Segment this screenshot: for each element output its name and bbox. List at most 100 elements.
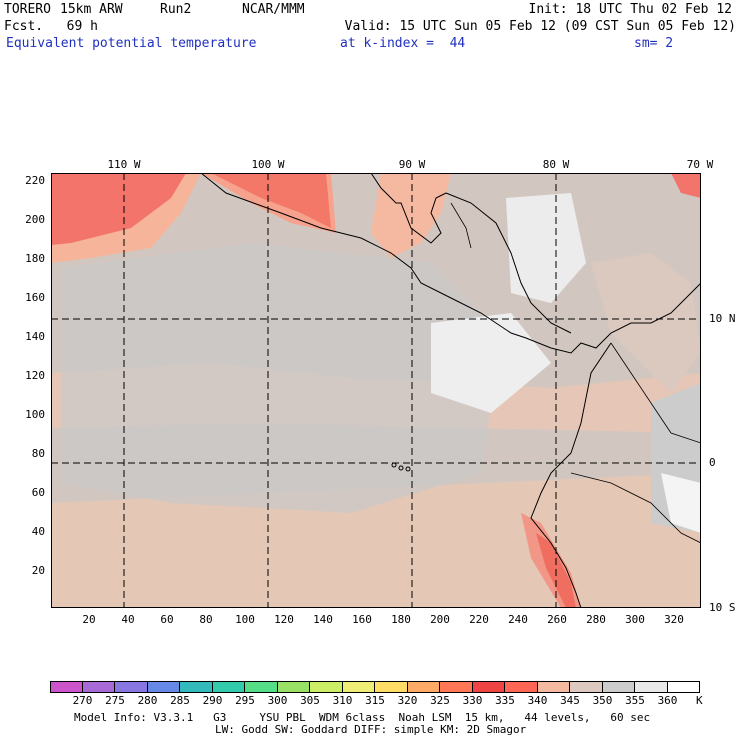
x-tick: 40 (121, 613, 135, 626)
smoothing-label: sm= 2 (634, 36, 674, 51)
coastline-yucatan (370, 173, 447, 244)
organization: NCAR/MMM (242, 2, 305, 17)
colorbar-swatch (50, 681, 83, 693)
colorbar-label: 345 (560, 694, 580, 707)
colorbar-label: 340 (527, 694, 548, 707)
colorbar-label: 285 (170, 694, 190, 707)
colorbar-unit: K (696, 694, 703, 707)
light-region-amazon (661, 473, 701, 533)
x-tick: 160 (352, 613, 372, 626)
run-label: Run2 (160, 2, 192, 17)
colorbar-label: 290 (202, 694, 223, 707)
colorbar-label: 325 (430, 694, 450, 707)
light-region-caribbean (506, 193, 586, 303)
colorbar-swatch (570, 681, 603, 693)
y-tick: 100 (25, 408, 45, 421)
x-tick: 260 (547, 613, 567, 626)
x-tick: 120 (274, 613, 294, 626)
y-tick: 160 (25, 291, 45, 304)
y-tick: 40 (31, 525, 45, 538)
theta-e-map (51, 173, 701, 608)
model-info-line2: LW: Godd SW: Goddard DIFF: simple KM: 2D… (215, 723, 527, 736)
model-resolution: 15km ARW (60, 2, 123, 17)
y-tick: 140 (25, 330, 45, 343)
coastline-south-america (530, 342, 612, 608)
colorbar-label: 330 (462, 694, 483, 707)
colorbar-label: 280 (137, 694, 158, 707)
galapagos-island (405, 466, 411, 472)
colorbar-swatch (505, 681, 538, 693)
y-tick: 120 (25, 369, 45, 382)
y-tick: 80 (31, 447, 45, 460)
lon-label-100w: 100 W (251, 158, 285, 171)
colorbar-label: 350 (592, 694, 613, 707)
colorbar-swatch (115, 681, 148, 693)
x-tick: 180 (391, 613, 411, 626)
colorbar-label: 305 (300, 694, 320, 707)
model-name: TORERO (4, 2, 51, 17)
colorbar-swatch (375, 681, 408, 693)
colorbar-label: 360 (657, 694, 678, 707)
colorbar-label: 355 (625, 694, 645, 707)
colorbar-swatch (635, 681, 668, 693)
y-tick: 200 (25, 213, 45, 226)
warm-band-south (51, 473, 701, 608)
colorbar-swatch (537, 681, 570, 693)
colorbar-label: 275 (105, 694, 125, 707)
border-peru-brazil (570, 472, 701, 544)
field-title: Equivalent potential temperature (6, 36, 257, 51)
colorbar-swatch (212, 681, 245, 693)
warm-guatemala (371, 173, 451, 258)
colorbar-label: 335 (495, 694, 515, 707)
model-info-line1: Model Info: V3.3.1 G3 YSU PBL WDM 6class… (74, 711, 651, 724)
lat-label-0: 0 (709, 456, 716, 469)
light-region-center (431, 313, 551, 413)
colorbar-label: 300 (267, 694, 288, 707)
x-tick: 80 (199, 613, 213, 626)
coastline-pacific (200, 173, 701, 354)
colorbar-label: 295 (235, 694, 255, 707)
init-time: Init: 18 UTC Thu 02 Feb 12 (528, 2, 733, 17)
colorbar-swatch (602, 681, 635, 693)
y-tick: 220 (25, 174, 45, 187)
y-tick: 180 (25, 252, 45, 265)
galapagos-island (398, 465, 404, 471)
lon-label-80w: 80 W (542, 158, 570, 171)
y-tick: 20 (31, 564, 45, 577)
colorbar-label: 320 (397, 694, 418, 707)
colorbar-swatch (277, 681, 310, 693)
x-tick: 320 (664, 613, 684, 626)
coastline-caribbean (445, 192, 572, 334)
y-tick: 60 (31, 486, 45, 499)
colorbar-swatch (245, 681, 278, 693)
x-tick: 280 (586, 613, 606, 626)
x-tick: 60 (160, 613, 174, 626)
colorbar-swatch (82, 681, 115, 693)
border-colombia-ecuador (610, 342, 701, 444)
colorbar-swatch (407, 681, 440, 693)
colorbar-label: 310 (332, 694, 353, 707)
colorbar-swatch (147, 681, 180, 693)
x-tick: 140 (313, 613, 333, 626)
colorbar-swatch (310, 681, 343, 693)
hot-coast-mexico (211, 173, 331, 228)
x-tick: 100 (235, 613, 255, 626)
lon-label-110w: 110 W (107, 158, 141, 171)
colorbar-swatch (180, 681, 213, 693)
colorbar-frame (50, 681, 700, 693)
level-label: at k-index = 44 (340, 36, 466, 51)
lat-label-10s: 10 S (709, 601, 736, 614)
x-tick: 200 (430, 613, 450, 626)
gray-region-ocean (61, 243, 501, 513)
colorbar-label: 315 (365, 694, 385, 707)
x-tick: 300 (625, 613, 645, 626)
x-tick: 220 (469, 613, 489, 626)
border-guatemala (450, 202, 472, 249)
map-frame (51, 173, 701, 608)
valid-time: Valid: 15 UTC Sun 05 Feb 12 (09 CST Sun … (344, 19, 736, 34)
lat-label-10n: 10 N (709, 312, 736, 325)
hot-region-caribbean (671, 173, 701, 198)
hot-region-nw (51, 173, 186, 245)
lon-label-90w: 90 W (398, 158, 426, 171)
